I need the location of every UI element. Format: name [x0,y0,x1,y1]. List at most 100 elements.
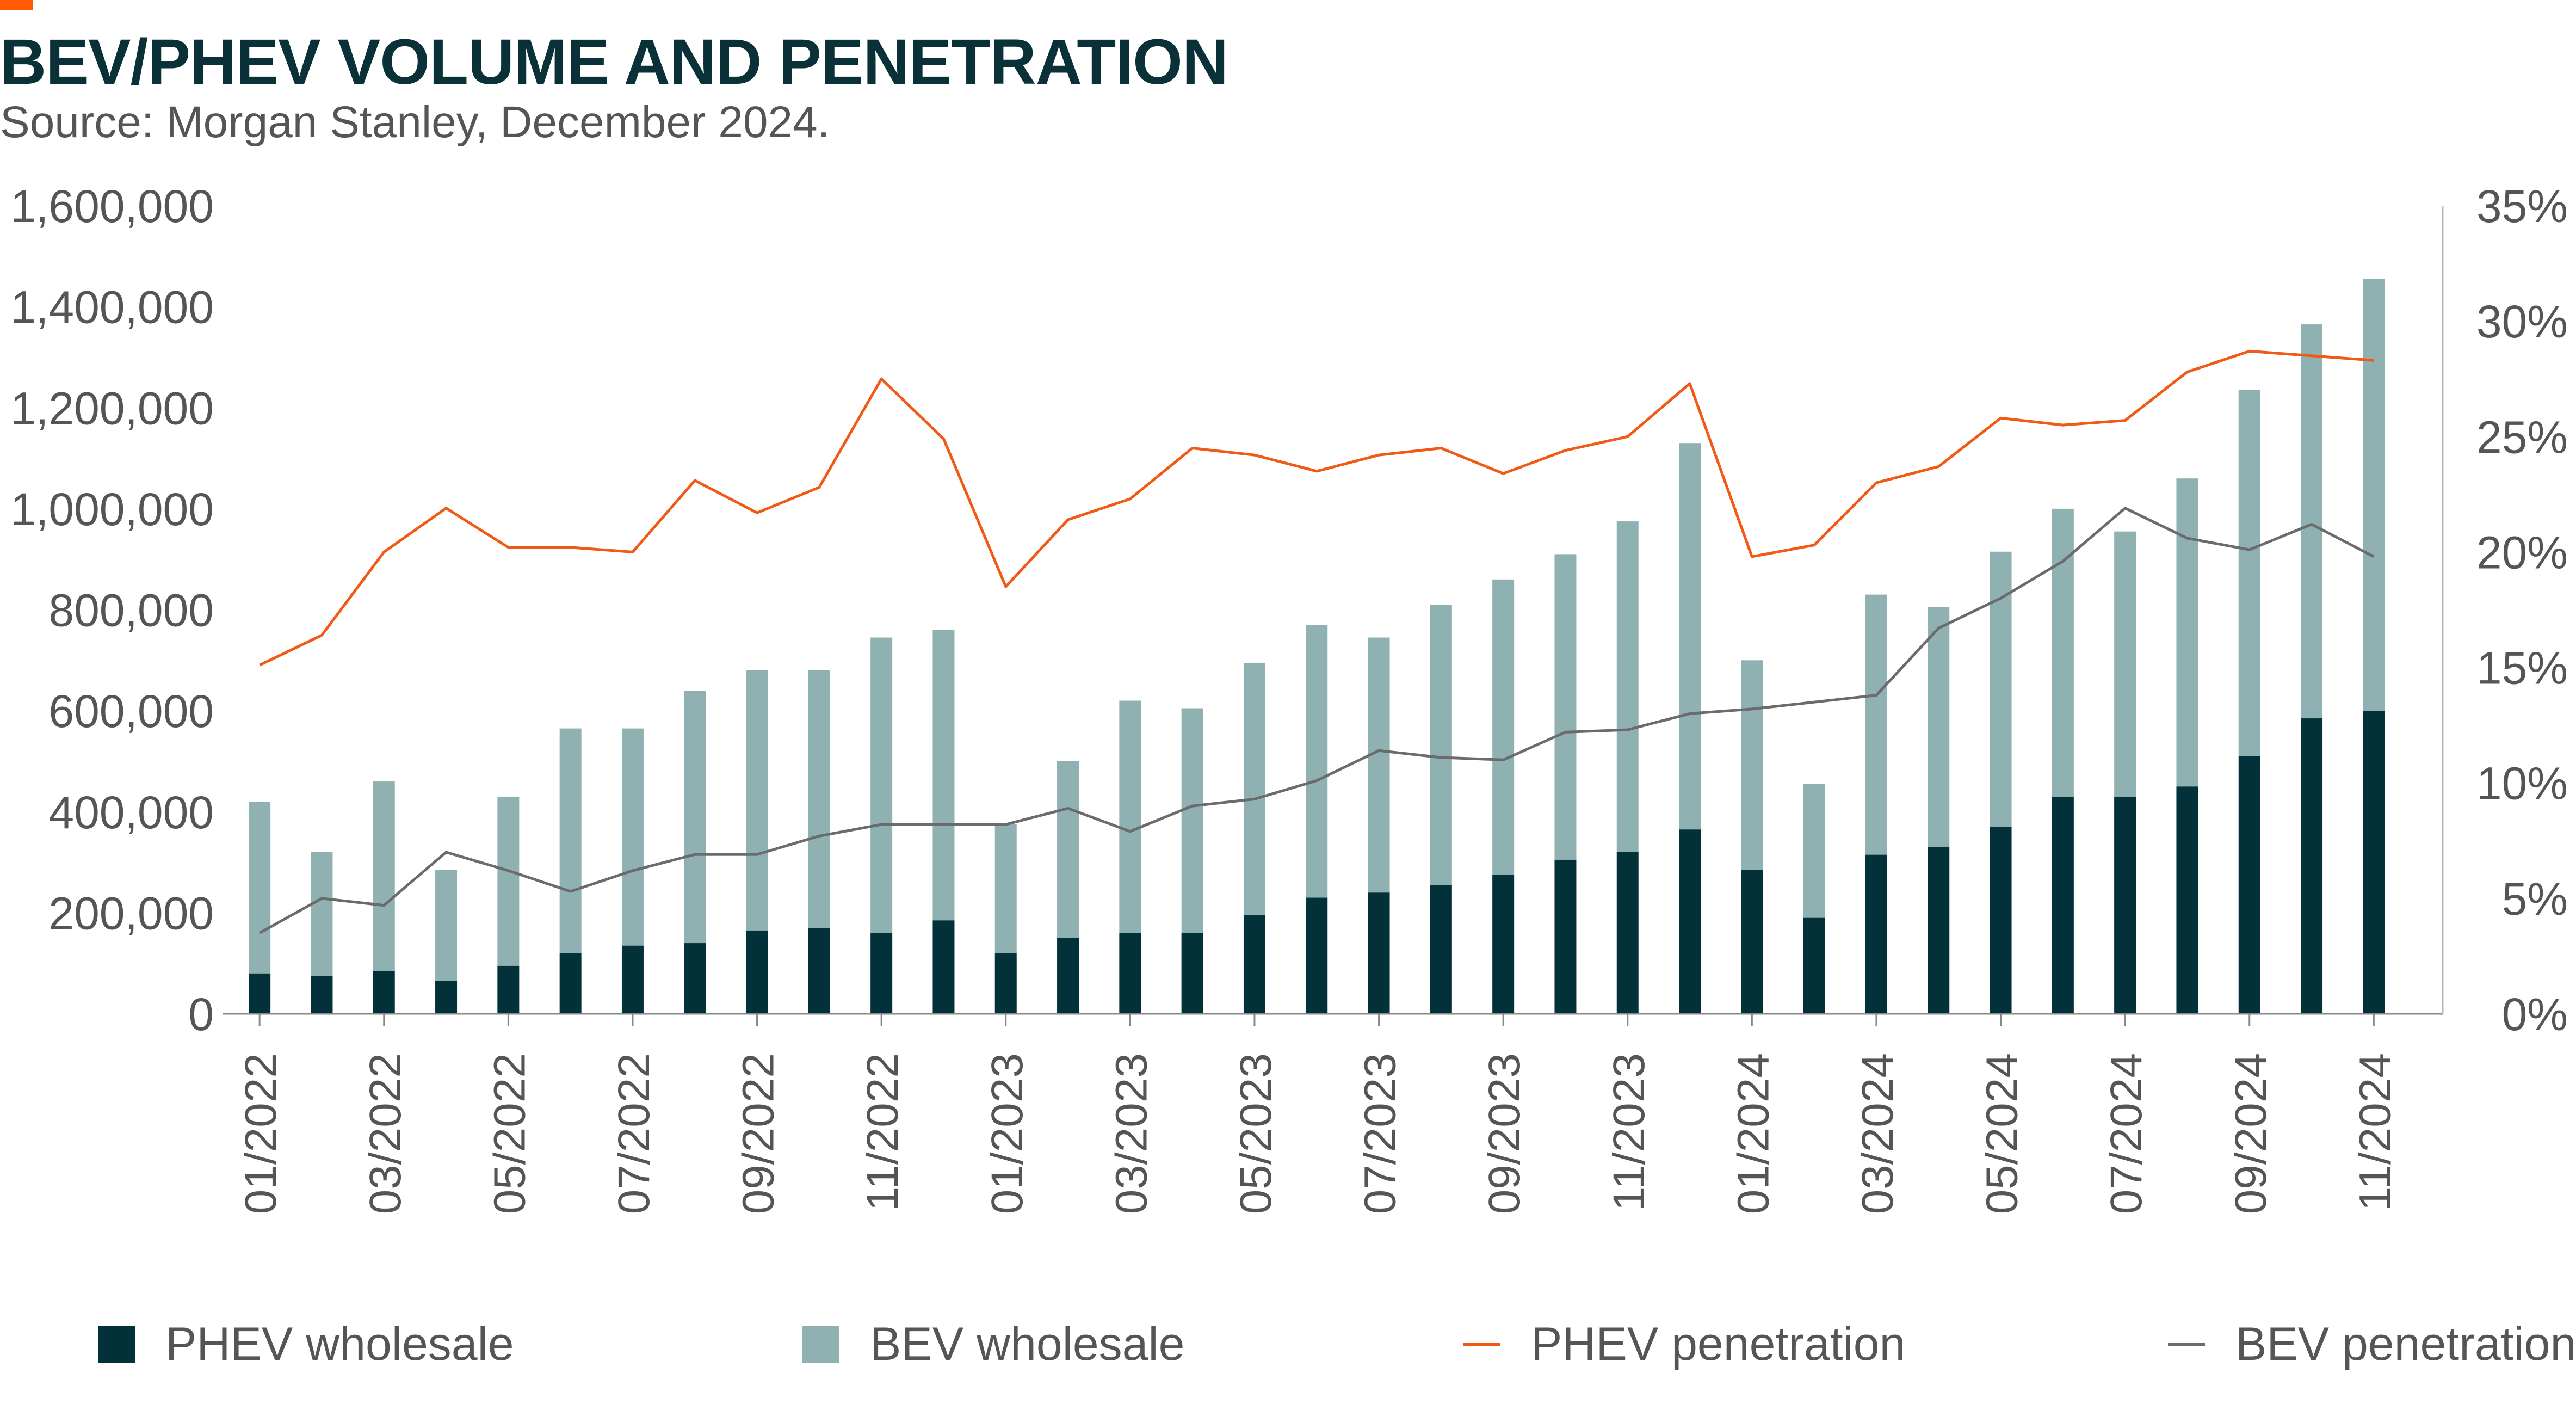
bar-phev-02/2024 [1803,917,1825,1014]
bar-phev-11/2024 [2363,711,2385,1014]
x-tick-label: 11/2022 [858,1053,907,1211]
bar-phev-05/2023 [1243,915,1265,1014]
bar-phev-01/2023 [994,953,1017,1014]
bar-bev-01/2022 [249,802,271,974]
line-phev-penetration [259,349,2374,667]
x-tick-label: 11/2023 [1604,1053,1654,1211]
bar-phev-09/2023 [1492,875,1515,1014]
legend-item-phev-wholesale: PHEV wholesale [98,1306,514,1382]
x-tick-label: 05/2024 [1978,1053,2027,1214]
bar-bev-09/2024 [2238,390,2260,756]
x-tick-label: 05/2023 [1231,1053,1281,1214]
bar-phev-10/2022 [808,928,830,1014]
lines-layer [258,349,2375,934]
bar-bev-10/2023 [1554,554,1577,860]
y-left-tick-label: 400,000 [48,787,214,838]
bar-bev-04/2022 [435,870,458,981]
x-tick-label: 09/2023 [1480,1053,1529,1214]
bar-phev-06/2024 [2052,796,2074,1014]
bar-bev-11/2022 [870,637,893,933]
legend: PHEV wholesale BEV wholesale PHEV penetr… [0,1306,2576,1382]
bar-bev-03/2024 [1865,594,1887,855]
bar-phev-04/2024 [1928,847,1950,1014]
y-left-tick-label: 1,200,000 [10,383,214,434]
y-right-tick-label: 20% [2476,527,2568,578]
bar-bev-11/2023 [1616,521,1639,852]
bar-bev-09/2023 [1492,579,1515,875]
bar-phev-06/2023 [1306,897,1328,1014]
bar-phev-02/2022 [311,976,333,1014]
bar-bev-06/2024 [2052,508,2074,797]
legend-swatch-bev-wholesale [802,1326,839,1363]
bar-phev-11/2023 [1616,852,1639,1014]
bar-phev-11/2022 [870,933,893,1014]
y-right-tick-label: 0% [2502,989,2568,1040]
bar-bev-07/2024 [2114,531,2136,797]
x-tick-label: 03/2024 [1853,1053,1902,1214]
y-right-tick-label: 10% [2476,758,2568,809]
x-tick-label: 01/2024 [1728,1053,1778,1214]
bar-phev-01/2024 [1741,870,1763,1014]
line-bev-penetration [258,507,2375,934]
bars-layer [249,279,2385,1014]
x-tick-label: 11/2024 [2350,1053,2400,1211]
bar-bev-12/2023 [1679,443,1701,830]
legend-label-phev-wholesale: PHEV wholesale [165,1317,514,1370]
x-tick-label: 03/2022 [361,1053,410,1214]
bar-bev-08/2022 [684,691,706,944]
bar-bev-07/2022 [621,728,644,946]
bar-phev-05/2022 [497,965,520,1014]
bar-bev-10/2022 [808,670,830,928]
bar-bev-02/2022 [311,852,333,976]
bar-phev-03/2024 [1865,854,1887,1014]
x-tick-label: 07/2023 [1356,1053,1405,1214]
bar-bev-03/2022 [373,781,395,971]
x-tick-label: 05/2022 [485,1053,534,1214]
bar-phev-07/2024 [2114,796,2136,1014]
y-left-tick-label: 1,600,000 [10,181,214,232]
x-tick-label: 07/2022 [609,1053,659,1214]
legend-item-bev-wholesale: BEV wholesale [802,1306,1184,1382]
bar-bev-10/2024 [2301,324,2323,719]
bar-bev-02/2024 [1803,784,1825,918]
bar-bev-03/2023 [1119,700,1141,933]
bar-bev-08/2024 [2176,478,2198,787]
bar-bev-09/2022 [746,670,768,931]
bar-bev-08/2023 [1430,605,1452,885]
axes-layer: 0 200,000 400,000 600,000 800,000 1,000,000 1,… [10,181,2568,1214]
x-tick-label: 07/2024 [2102,1053,2151,1214]
legend-item-phev-penetration: PHEV penetration [1463,1306,1905,1382]
accent-bar [0,0,33,10]
bar-phev-09/2024 [2238,756,2260,1014]
bar-phev-03/2023 [1119,933,1141,1014]
y-left-tick-label: 200,000 [48,888,214,939]
bar-phev-06/2022 [559,953,582,1014]
bar-phev-12/2023 [1679,829,1701,1014]
legend-swatch-phev-penetration [1463,1343,1500,1346]
chart-area: 0 200,000 400,000 600,000 800,000 1,000,000 1,… [10,181,2568,1214]
bar-bev-04/2024 [1928,607,1950,847]
y-right-tick-label: 30% [2476,296,2568,347]
y-right-tick-label: 25% [2476,411,2568,463]
bar-bev-07/2023 [1368,637,1390,893]
bar-phev-08/2024 [2176,786,2198,1014]
legend-swatch-phev-wholesale [98,1326,135,1363]
bar-phev-02/2023 [1057,938,1079,1014]
bar-bev-05/2022 [497,796,520,966]
bar-bev-04/2023 [1181,708,1203,933]
bar-phev-01/2022 [249,973,271,1014]
bar-bev-11/2024 [2363,279,2385,711]
legend-label-phev-penetration: PHEV penetration [1531,1317,1906,1370]
x-tick-label: 01/2022 [236,1053,286,1214]
bar-phev-09/2022 [746,930,768,1014]
bar-bev-06/2022 [559,728,582,953]
chart-title: BEV/PHEV VOLUME AND PENETRATION [0,26,1228,98]
bar-bev-01/2024 [1741,660,1763,870]
bar-bev-05/2023 [1243,662,1265,916]
chart-subtitle: Source: Morgan Stanley, December 2024. [0,97,830,147]
legend-swatch-bev-penetration [2168,1343,2205,1346]
y-left-tick-label: 800,000 [48,585,214,636]
y-left-tick-label: 1,400,000 [10,282,214,333]
x-tick-label: 01/2023 [983,1053,1032,1214]
bar-phev-07/2022 [621,945,644,1014]
